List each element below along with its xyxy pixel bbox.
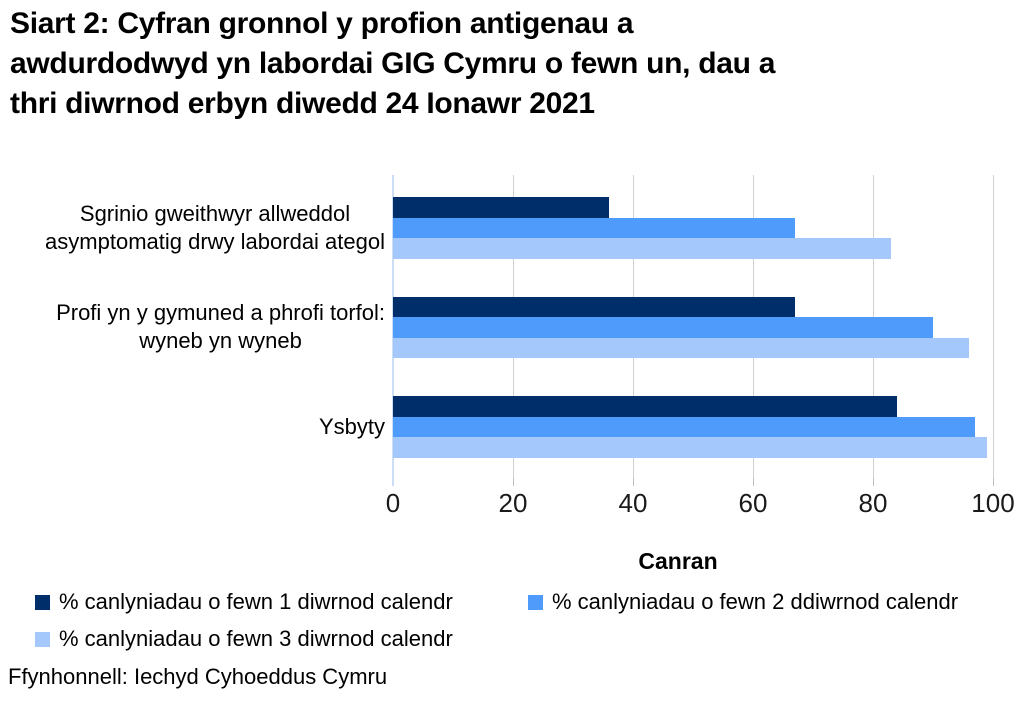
x-tick-label-0: 0 bbox=[385, 488, 401, 518]
plot-area bbox=[393, 175, 994, 478]
x-tick-label-80: 80 bbox=[858, 488, 888, 518]
legend-item-2-days: % canlyniadau o fewn 2 ddiwrnod calendr bbox=[528, 589, 958, 615]
x-tick-mark-20 bbox=[512, 478, 514, 486]
bar-category1-series2 bbox=[393, 337, 969, 358]
bar-category1-series1 bbox=[393, 317, 933, 338]
x-tick-label-60: 60 bbox=[738, 488, 768, 518]
category-label-profi: Profi yn y gymuned a phrofi torfol: wyne… bbox=[56, 300, 385, 353]
x-tick-mark-0 bbox=[392, 478, 394, 486]
bar-category0-series1 bbox=[393, 217, 795, 238]
x-tick-mark-40 bbox=[632, 478, 634, 486]
chart-title: Siart 2: Cyfran gronnol y profion antige… bbox=[10, 7, 776, 120]
bar-category0-series0 bbox=[393, 197, 609, 218]
x-tick-mark-100 bbox=[992, 478, 994, 486]
x-tick-mark-80 bbox=[872, 478, 874, 486]
bar-category2-series2 bbox=[393, 437, 987, 458]
source-note: Ffynhonnell: Iechyd Cyhoeddus Cymru bbox=[8, 664, 388, 689]
legend-item-3-days: % canlyniadau o fewn 3 diwrnod calendr bbox=[35, 626, 453, 652]
legend-swatch-3-days bbox=[35, 631, 50, 647]
legend-label-3-days: % canlyniadau o fewn 3 diwrnod calendr bbox=[59, 626, 453, 651]
bar-category2-series0 bbox=[393, 396, 897, 417]
gridline-100 bbox=[992, 175, 994, 478]
x-tick-mark-60 bbox=[752, 478, 754, 486]
legend-swatch-2-days bbox=[528, 594, 543, 610]
x-tick-label-100: 100 bbox=[971, 488, 1015, 518]
x-axis-title: Canran bbox=[638, 548, 718, 574]
legend-label-1-day: % canlyniadau o fewn 1 diwrnod calendr bbox=[59, 589, 453, 614]
category-label-ysbyty: Ysbyty bbox=[318, 414, 385, 439]
x-tick-label-40: 40 bbox=[618, 488, 648, 518]
bar-category1-series0 bbox=[393, 296, 795, 317]
bar-category0-series2 bbox=[393, 238, 891, 259]
legend-label-2-days: % canlyniadau o fewn 2 ddiwrnod calendr bbox=[552, 589, 959, 614]
category-label-sgrinio: Sgrinio gweithwyr allweddol asymptomatig… bbox=[45, 201, 385, 254]
bar-category2-series1 bbox=[393, 416, 975, 437]
legend-swatch-1-day bbox=[35, 594, 50, 610]
x-tick-label-20: 20 bbox=[498, 488, 528, 518]
legend-item-1-day: % canlyniadau o fewn 1 diwrnod calendr bbox=[35, 589, 453, 615]
